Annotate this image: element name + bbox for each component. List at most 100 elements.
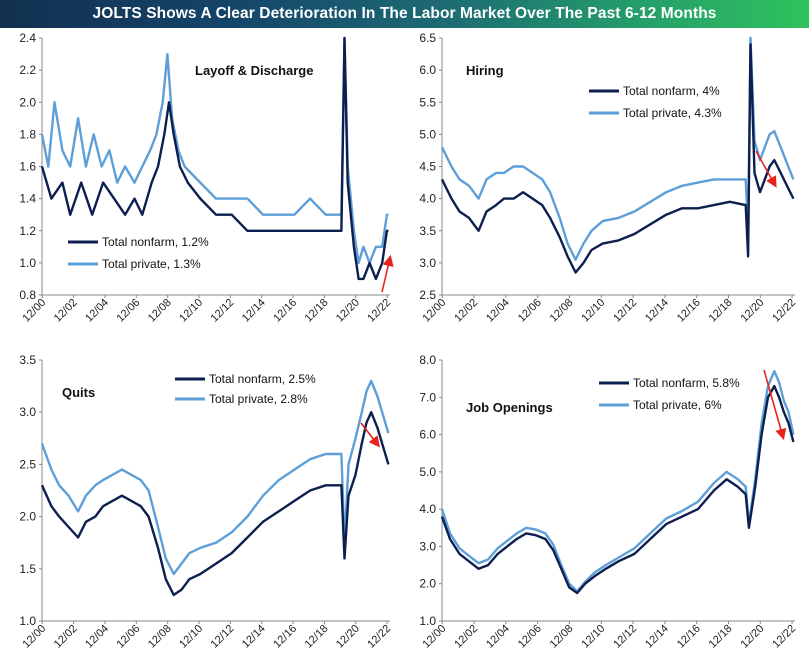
y-tick-label: 2.2 [19, 63, 36, 77]
series-line-nonfarm [440, 384, 795, 595]
x-tick-label: 12/08 [548, 297, 576, 325]
y-tick-label: 3.5 [419, 224, 436, 238]
x-tick-label: 12/22 [770, 297, 798, 325]
y-tick-label: 6.0 [419, 428, 436, 442]
series-line-nonfarm [40, 36, 389, 281]
trend-arrow [763, 369, 787, 441]
x-tick-label: 12/10 [579, 297, 607, 325]
y-tick-label: 2.0 [419, 577, 436, 591]
x-tick-label: 12/18 [707, 623, 735, 651]
quits-chart: 1.01.52.02.53.03.512/00 12/02 12/04 12/06 12… [19, 353, 393, 651]
y-tick-label: 1.2 [19, 224, 36, 238]
x-tick-label: 12/02 [52, 297, 80, 325]
x-tick-label: 12/08 [548, 623, 576, 651]
x-tick-label: 12/22 [365, 297, 393, 325]
series-line-private [40, 36, 389, 265]
x-tick-label: 12/10 [579, 623, 607, 651]
x-tick-label: 12/02 [452, 297, 480, 325]
x-tick-label: 12/06 [516, 297, 544, 325]
legend-label: Total nonfarm, 4% [623, 84, 720, 98]
y-tick-label: 1.6 [19, 160, 36, 174]
x-tick-label: 12/14 [240, 623, 268, 651]
y-tick-label: 3.5 [19, 353, 36, 367]
y-tick-label: 1.8 [19, 127, 36, 141]
x-tick-label: 12/16 [675, 297, 703, 325]
y-tick-label: 7.0 [419, 390, 436, 404]
y-tick-label: 2.5 [19, 457, 36, 471]
x-tick-label: 12/18 [707, 297, 735, 325]
x-tick-label: 12/14 [240, 297, 268, 325]
legend-label: Total nonfarm, 5.8% [633, 376, 740, 390]
legend-label: Total private, 4.3% [623, 106, 722, 120]
x-tick-label: 12/14 [643, 297, 671, 325]
y-tick-label: 5.5 [419, 95, 436, 109]
x-tick-label: 12/16 [271, 297, 299, 325]
y-tick-label: 1.5 [19, 562, 36, 576]
x-tick-label: 12/16 [271, 623, 299, 651]
x-tick-label: 12/08 [146, 623, 174, 651]
legend-label: Total nonfarm, 1.2% [102, 235, 209, 249]
series-line-nonfarm [440, 43, 795, 274]
y-tick-label: 5.0 [419, 127, 436, 141]
x-tick-label: 12/06 [114, 297, 142, 325]
y-tick-label: 2.0 [19, 95, 36, 109]
series-line-nonfarm [40, 411, 390, 597]
panel-title: Layoff & Discharge [195, 63, 313, 78]
panel-title: Job Openings [466, 400, 553, 415]
x-tick-label: 12/04 [83, 297, 111, 325]
trend-arrow [381, 254, 394, 293]
legend-label: Total nonfarm, 2.5% [209, 372, 316, 386]
y-tick-label: 2.5 [419, 288, 436, 302]
y-tick-label: 4.0 [419, 192, 436, 206]
x-tick-label: 12/10 [177, 623, 205, 651]
x-tick-label: 12/02 [52, 623, 80, 651]
y-tick-label: 1.0 [19, 614, 36, 628]
x-tick-label: 12/04 [484, 297, 512, 325]
y-tick-label: 6.5 [419, 31, 436, 45]
y-tick-label: 3.0 [419, 539, 436, 553]
x-tick-label: 12/20 [334, 623, 362, 651]
y-tick-label: 1.0 [419, 614, 436, 628]
y-tick-label: 3.0 [19, 405, 36, 419]
x-tick-label: 12/22 [365, 623, 393, 651]
y-tick-label: 2.4 [19, 31, 36, 45]
x-tick-label: 12/04 [484, 623, 512, 651]
x-tick-label: 12/20 [334, 297, 362, 325]
y-tick-label: 1.4 [19, 192, 36, 206]
x-tick-label: 12/12 [611, 297, 639, 325]
x-tick-label: 12/06 [516, 623, 544, 651]
legend-label: Total private, 6% [633, 398, 722, 412]
legend-label: Total private, 1.3% [102, 257, 201, 271]
trend-arrow [755, 150, 777, 188]
y-tick-label: 5.0 [419, 465, 436, 479]
x-tick-label: 12/12 [209, 297, 237, 325]
x-tick-label: 12/12 [611, 623, 639, 651]
x-tick-label: 12/20 [738, 297, 766, 325]
x-tick-label: 12/16 [675, 623, 703, 651]
y-tick-label: 6.0 [419, 63, 436, 77]
x-tick-label: 12/06 [114, 623, 142, 651]
y-tick-label: 4.5 [419, 160, 436, 174]
x-tick-label: 12/18 [303, 297, 331, 325]
chart-banner-title: JOLTS Shows A Clear Deterioration In The… [0, 0, 809, 28]
x-tick-label: 12/10 [177, 297, 205, 325]
x-tick-label: 12/08 [146, 297, 174, 325]
x-tick-label: 12/12 [209, 623, 237, 651]
x-tick-label: 12/18 [303, 623, 331, 651]
x-tick-label: 12/22 [770, 623, 798, 651]
job-openings-chart: 1.02.03.04.05.06.07.08.012/00 12/02 12/04 1… [419, 353, 798, 651]
x-tick-label: 12/20 [738, 623, 766, 651]
panel-title: Hiring [466, 63, 504, 78]
trend-arrow [360, 422, 380, 448]
y-tick-label: 1.0 [19, 256, 36, 270]
layoff-discharge-chart: 0.81.01.21.41.61.82.02.22.412/00 12/02 12/… [19, 31, 394, 325]
x-tick-label: 12/02 [452, 623, 480, 651]
x-tick-label: 12/04 [83, 623, 111, 651]
legend-label: Total private, 2.8% [209, 392, 308, 406]
panel-title: Quits [62, 385, 95, 400]
y-tick-label: 8.0 [419, 353, 436, 367]
y-tick-label: 4.0 [419, 502, 436, 516]
y-tick-label: 0.8 [19, 288, 36, 302]
y-tick-label: 3.0 [419, 256, 436, 270]
series-line-private [440, 370, 795, 593]
